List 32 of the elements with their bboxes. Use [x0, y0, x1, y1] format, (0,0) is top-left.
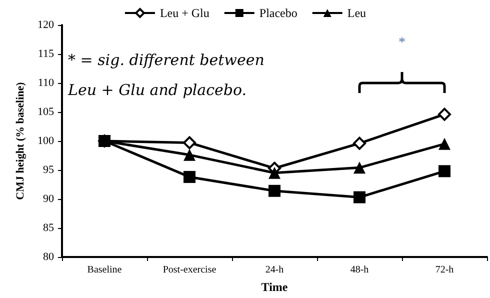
- x-axis-title: Time: [261, 280, 288, 294]
- y-tick-label: 105: [38, 106, 54, 118]
- point: [438, 108, 451, 121]
- annotation: * = sig. different between Leu + Glu and placebo.: [67, 51, 264, 99]
- y-tick-label: 95: [43, 164, 54, 176]
- point: [354, 191, 366, 204]
- y-tick-label: 80: [43, 251, 54, 263]
- legend-label: Leu: [347, 6, 366, 20]
- y-tick-label: 100: [38, 135, 54, 147]
- point: [184, 170, 196, 183]
- x-tick-label: Post-exercise: [162, 264, 217, 276]
- y-axis-title: CMJ height (% baseline): [14, 82, 26, 200]
- point: [183, 136, 196, 150]
- x-tick-label: 24-h: [265, 264, 284, 276]
- x-tick-label: 72-h: [435, 264, 454, 276]
- legend-label: Leu + Glu: [160, 6, 210, 20]
- y-tick-label: 115: [38, 48, 54, 60]
- point: [354, 162, 366, 174]
- point: [353, 136, 366, 150]
- point: [268, 166, 280, 179]
- y-tick-label: 110: [38, 77, 54, 89]
- point: [438, 165, 450, 178]
- x-tick-label: Baseline: [87, 264, 122, 276]
- y-tick-label: 85: [43, 222, 54, 234]
- y-tick-label: 120: [38, 19, 54, 31]
- point: [268, 184, 280, 197]
- legend-label: Placebo: [259, 6, 298, 20]
- x-tick-label: 48-h: [350, 264, 369, 276]
- point: [184, 148, 196, 161]
- annotation: *: [398, 36, 406, 50]
- point: [438, 138, 450, 150]
- y-tick-label: 90: [43, 193, 54, 205]
